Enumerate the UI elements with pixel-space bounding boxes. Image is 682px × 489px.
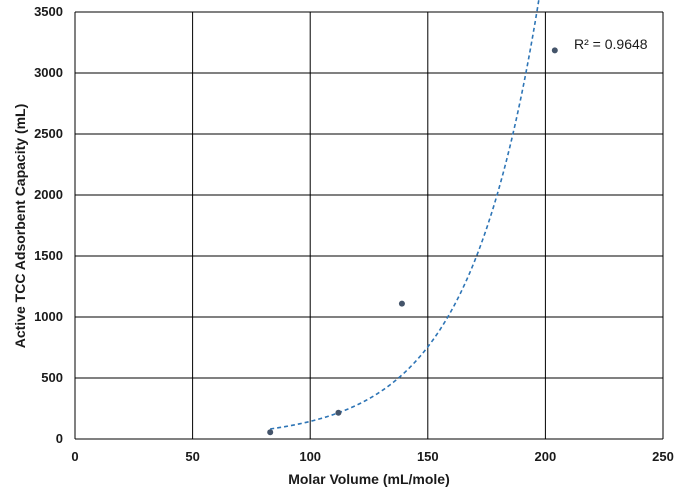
trendline-group xyxy=(270,0,540,430)
x-tick-label: 100 xyxy=(299,449,321,464)
y-tick-label: 0 xyxy=(56,431,63,446)
x-tick-label: 250 xyxy=(652,449,674,464)
y-axis-title: Active TCC Adsorbent Capacity (mL) xyxy=(12,104,28,349)
gridlines xyxy=(74,11,664,440)
y-tick-label: 3000 xyxy=(34,65,63,80)
data-point xyxy=(551,47,558,54)
data-point xyxy=(398,300,405,307)
x-axis-title: Molar Volume (mL/mole) xyxy=(288,471,450,487)
y-tick-label: 2500 xyxy=(34,126,63,141)
x-tick-labels: 0 50 100 150 200 250 xyxy=(71,449,673,464)
data-point xyxy=(267,429,274,436)
exponential-trendline xyxy=(270,0,540,430)
data-points xyxy=(267,47,558,436)
y-tick-label: 3500 xyxy=(34,4,63,19)
x-tick-label: 150 xyxy=(417,449,439,464)
x-tick-label: 200 xyxy=(535,449,557,464)
x-tick-label: 0 xyxy=(71,449,78,464)
y-tick-label: 1000 xyxy=(34,309,63,324)
y-tick-label: 2000 xyxy=(34,187,63,202)
y-tick-labels: 0 500 1000 1500 2000 2500 3000 3500 xyxy=(34,4,63,446)
data-point xyxy=(335,409,342,416)
y-tick-label: 500 xyxy=(41,370,63,385)
x-tick-label: 50 xyxy=(185,449,199,464)
y-tick-label: 1500 xyxy=(34,248,63,263)
r-squared-annotation: R² = 0.9648 xyxy=(574,36,648,52)
